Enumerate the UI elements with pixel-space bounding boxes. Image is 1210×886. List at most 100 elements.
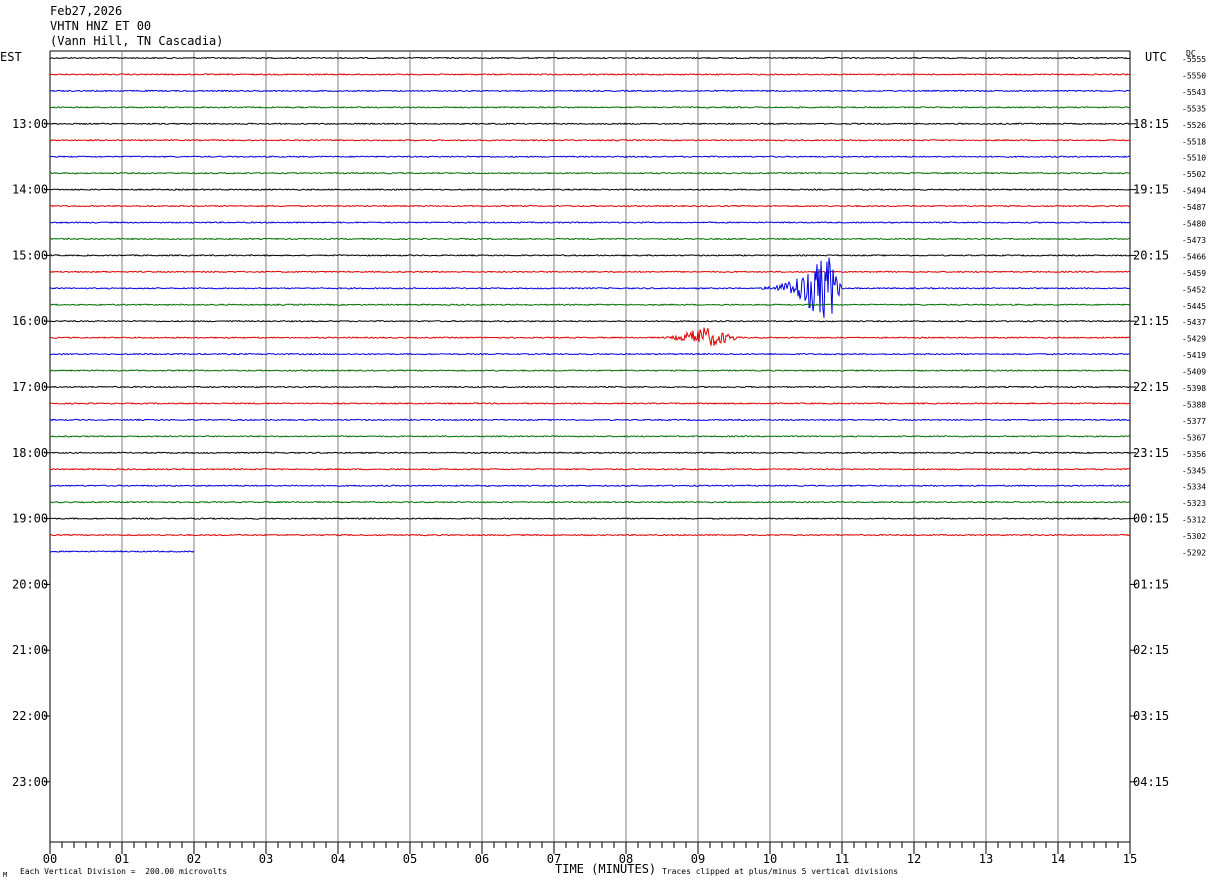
x-tick-label: 11 [835, 852, 849, 866]
est-hour-label: 23:00 [12, 775, 48, 789]
dc-offset-label: -5526 [1182, 121, 1206, 130]
trace-6 [49, 138, 1131, 142]
dc-offset-label: -5502 [1182, 170, 1206, 179]
utc-hour-label: 03:15 [1133, 709, 1169, 723]
trace-28 [49, 500, 1131, 504]
dc-offset-label: -5535 [1182, 104, 1206, 113]
dc-offset-label: -5334 [1182, 483, 1206, 492]
dc-offset-label: -5398 [1182, 384, 1206, 393]
est-hour-label: 21:00 [12, 643, 48, 657]
dc-offset-label: -5510 [1182, 154, 1206, 163]
trace-3 [49, 89, 1131, 93]
x-tick-label: 12 [907, 852, 921, 866]
dc-offset-label: -5377 [1182, 417, 1206, 426]
x-tick-label: 05 [403, 852, 417, 866]
trace-20 [49, 369, 1131, 372]
x-tick-label: 02 [187, 852, 201, 866]
dc-offset-label: -5388 [1182, 400, 1206, 409]
dc-offset-label: -5494 [1182, 187, 1206, 196]
trace-18 [49, 327, 1131, 346]
x-tick-label: 15 [1123, 852, 1137, 866]
trace-24 [49, 435, 1131, 438]
dc-offset-label: -5518 [1182, 137, 1206, 146]
est-hour-label: 22:00 [12, 709, 48, 723]
trace-7 [49, 155, 1131, 159]
utc-hour-label: 02:15 [1133, 643, 1169, 657]
utc-label: UTC [1145, 50, 1167, 64]
dc-offset-label: -5437 [1182, 318, 1206, 327]
trace-12 [49, 237, 1131, 241]
trace-11 [50, 221, 1131, 224]
est-hour-label: 17:00 [12, 380, 48, 394]
clip-note: Traces clipped at plus/minus 5 vertical … [662, 867, 899, 876]
dc-offset-label: -5323 [1182, 499, 1206, 508]
dc-offset-label: -5452 [1182, 285, 1206, 294]
x-tick-label: 01 [115, 852, 129, 866]
trace-8 [49, 171, 1131, 175]
dc-offset-label: -5466 [1182, 252, 1206, 261]
dc-offset-label: -5367 [1182, 433, 1206, 442]
dc-offset-label: -5550 [1182, 71, 1206, 80]
dc-offset-label: -5543 [1182, 88, 1206, 97]
x-tick-label: 04 [331, 852, 345, 866]
est-hour-label: 13:00 [12, 117, 48, 131]
x-tick-label: 10 [763, 852, 777, 866]
dc-offset-label: -5555 [1182, 55, 1206, 64]
est-hour-label: 16:00 [12, 314, 48, 328]
est-hour-label: 15:00 [12, 248, 48, 262]
utc-hour-label: 23:15 [1133, 446, 1169, 460]
scale-note: Each Vertical Division = 200.00 microvol… [20, 867, 228, 876]
x-tick-label: 00 [43, 852, 57, 866]
trace-17 [49, 319, 1131, 323]
utc-hour-label: 04:15 [1133, 775, 1169, 789]
x-tick-label: 03 [259, 852, 273, 866]
trace-15 [49, 257, 1131, 318]
dc-label: DC [1186, 49, 1196, 58]
utc-hour-label: 00:15 [1133, 512, 1169, 526]
utc-hour-label: 20:15 [1133, 248, 1169, 262]
dc-offset-label: -5302 [1182, 532, 1206, 541]
trace-14 [49, 270, 1131, 274]
x-tick-label: 14 [1051, 852, 1065, 866]
trace-10 [49, 204, 1131, 208]
utc-hour-label: 18:15 [1133, 117, 1169, 131]
est-hour-label: 14:00 [12, 183, 48, 197]
dc-offset-label: -5473 [1182, 236, 1206, 245]
trace-2 [49, 73, 1131, 76]
trace-5 [49, 122, 1131, 126]
utc-hour-label: 22:15 [1133, 380, 1169, 394]
trace-30 [49, 533, 1131, 537]
trace-22 [49, 402, 1131, 405]
utc-hour-label: 19:15 [1133, 183, 1169, 197]
x-tick-label: 08 [619, 852, 633, 866]
trace-9 [49, 188, 1131, 191]
dc-offset-label: -5419 [1182, 351, 1206, 360]
trace-26 [49, 467, 1131, 471]
trace-31 [49, 550, 195, 553]
dc-offset-label: -5312 [1182, 516, 1206, 525]
est-hour-label: 18:00 [12, 446, 48, 460]
dc-offset-label: -5445 [1182, 302, 1206, 311]
dc-offset-label: -5292 [1182, 549, 1206, 558]
header-station: VHTN HNZ ET 00 [50, 19, 152, 33]
utc-hour-label: 21:15 [1133, 314, 1169, 328]
trace-13 [49, 254, 1131, 257]
trace-4 [49, 106, 1131, 109]
dc-offset-label: -5459 [1182, 269, 1206, 278]
header-location: (Vann Hill, TN Cascadia) [50, 34, 224, 48]
dc-offset-label: -5409 [1182, 368, 1206, 377]
x-tick-label: 06 [475, 852, 489, 866]
corner-mark: M [3, 871, 8, 879]
trace-21 [49, 385, 1131, 389]
est-hour-label: 19:00 [12, 512, 48, 526]
utc-hour-label: 01:15 [1133, 577, 1169, 591]
trace-1 [49, 56, 1131, 60]
x-tick-label: 13 [979, 852, 993, 866]
trace-27 [49, 484, 1131, 488]
trace-23 [49, 418, 1131, 422]
dc-offset-label: -5480 [1182, 220, 1206, 229]
x-axis-label: TIME (MINUTES) [555, 862, 657, 876]
trace-25 [49, 451, 1131, 455]
dc-offset-label: -5345 [1182, 466, 1206, 475]
trace-29 [49, 517, 1131, 520]
